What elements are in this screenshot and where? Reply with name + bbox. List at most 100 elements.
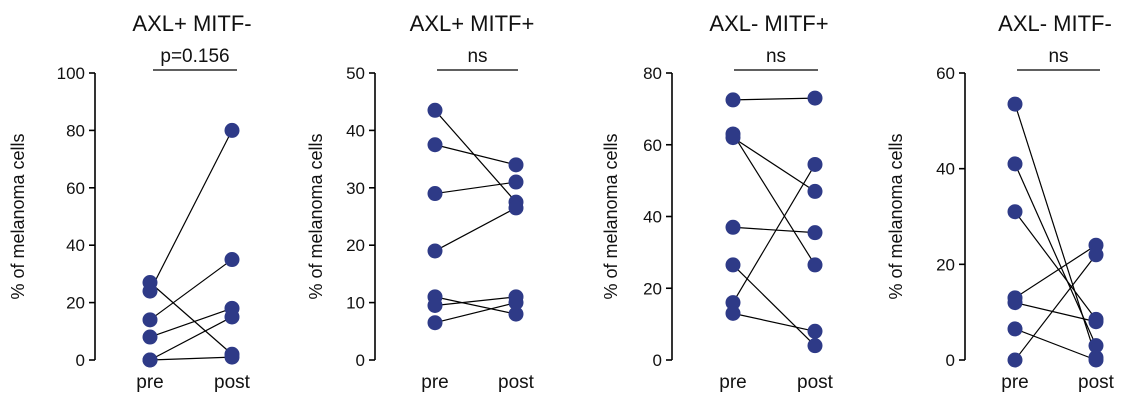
- post-point: [807, 156, 823, 172]
- significance-label: ns: [467, 46, 487, 67]
- y-tick-label: 20: [936, 255, 955, 274]
- x-category-label: pre: [719, 372, 746, 393]
- y-axis-label: % of melanoma cells: [601, 133, 621, 299]
- x-category-label: post: [214, 372, 251, 393]
- pre-point: [1007, 156, 1023, 172]
- pre-point: [1007, 96, 1023, 112]
- pair-line: [732, 97, 816, 101]
- post-point: [508, 174, 524, 190]
- y-tick-label: 0: [76, 351, 85, 370]
- y-axis-label: % of melanoma cells: [886, 133, 906, 299]
- chart-title: AXL- MITF+: [709, 11, 828, 36]
- post-point: [1088, 352, 1104, 368]
- post-point: [807, 338, 823, 354]
- y-tick-label: 80: [66, 121, 85, 140]
- post-point: [508, 157, 524, 173]
- pre-point: [427, 243, 443, 259]
- x-category-label: pre: [136, 372, 163, 393]
- y-axis-label: % of melanoma cells: [8, 133, 28, 299]
- y-tick-label: 40: [66, 236, 85, 255]
- pre-point: [427, 186, 443, 202]
- pair-line: [732, 264, 816, 347]
- pre-point: [427, 102, 443, 118]
- post-point: [224, 122, 240, 138]
- pre-point: [427, 315, 443, 331]
- y-tick-label: 40: [643, 208, 662, 227]
- post-point: [508, 306, 524, 322]
- pair-line: [149, 307, 233, 338]
- x-category-label: pre: [1001, 372, 1028, 393]
- y-tick-label: 100: [57, 64, 85, 83]
- post-point: [1088, 314, 1104, 330]
- pair-line: [149, 130, 233, 292]
- pre-point: [142, 312, 158, 328]
- post-point: [1088, 338, 1104, 354]
- y-tick-label: 20: [643, 279, 662, 298]
- pair-line: [1014, 328, 1097, 361]
- pre-point: [1007, 295, 1023, 311]
- pre-point: [427, 137, 443, 153]
- y-tick-label: 60: [66, 179, 85, 198]
- y-axis-label: % of melanoma cells: [306, 133, 326, 299]
- pre-point: [1007, 352, 1023, 368]
- post-point: [807, 183, 823, 199]
- y-tick-label: 50: [346, 64, 365, 83]
- panel-3: AXL- MITF+ % of melanoma cells 0 20 40 60 80 pr…: [601, 11, 834, 393]
- significance-label: ns: [766, 46, 786, 67]
- pair-line: [1014, 302, 1097, 323]
- pair-line: [434, 144, 517, 166]
- pre-point: [142, 283, 158, 299]
- pair-line: [1014, 254, 1097, 361]
- chart-title: AXL+ MITF-: [132, 11, 251, 36]
- y-tick-label: 0: [946, 351, 955, 370]
- pair-line: [434, 181, 517, 195]
- pre-point: [725, 295, 741, 311]
- y-tick-label: 40: [346, 121, 365, 140]
- pair-line: [149, 282, 233, 355]
- post-point: [1088, 247, 1104, 263]
- x-category-label: pre: [421, 372, 448, 393]
- significance-label: p=0.156: [160, 46, 229, 67]
- pre-point: [142, 329, 158, 345]
- post-point: [224, 309, 240, 325]
- post-point: [508, 200, 524, 216]
- pre-point: [427, 297, 443, 313]
- post-point: [807, 323, 823, 339]
- panel-1: AXL+ MITF- % of melanoma cells 0 20 40 60 80 10…: [8, 11, 252, 393]
- y-tick-label: 10: [346, 294, 365, 313]
- post-point: [508, 295, 524, 311]
- pre-point: [725, 219, 741, 235]
- y-tick-label: 30: [346, 179, 365, 198]
- y-tick-label: 60: [643, 136, 662, 155]
- pre-point: [1007, 321, 1023, 337]
- pair-line: [434, 296, 517, 315]
- pre-point: [725, 130, 741, 146]
- y-tick-label: 20: [66, 294, 85, 313]
- pair-line: [1014, 211, 1097, 320]
- pair-line: [732, 226, 816, 234]
- post-point: [224, 349, 240, 365]
- pair-line: [434, 109, 517, 203]
- pair-line: [732, 312, 816, 332]
- panel-2: AXL+ MITF+ % of melanoma cells 0 10 20 30 40 50…: [306, 11, 535, 393]
- pre-point: [725, 257, 741, 273]
- pre-point: [725, 92, 741, 108]
- pair-line: [1014, 163, 1097, 346]
- y-tick-label: 0: [356, 351, 365, 370]
- pair-line: [732, 137, 816, 192]
- pair-line: [434, 302, 517, 324]
- significance-label: ns: [1048, 46, 1068, 67]
- pair-line: [434, 207, 517, 252]
- y-tick-label: 60: [936, 64, 955, 83]
- pair-line: [732, 164, 816, 303]
- post-point: [807, 90, 823, 106]
- x-category-label: post: [498, 372, 535, 393]
- chart-title: AXL- MITF-: [998, 11, 1112, 36]
- pre-point: [725, 305, 741, 321]
- pair-line: [149, 259, 233, 321]
- pre-point: [1007, 204, 1023, 220]
- x-category-label: post: [1078, 372, 1115, 393]
- pair-line: [149, 356, 233, 361]
- chart-title: AXL+ MITF+: [410, 11, 535, 36]
